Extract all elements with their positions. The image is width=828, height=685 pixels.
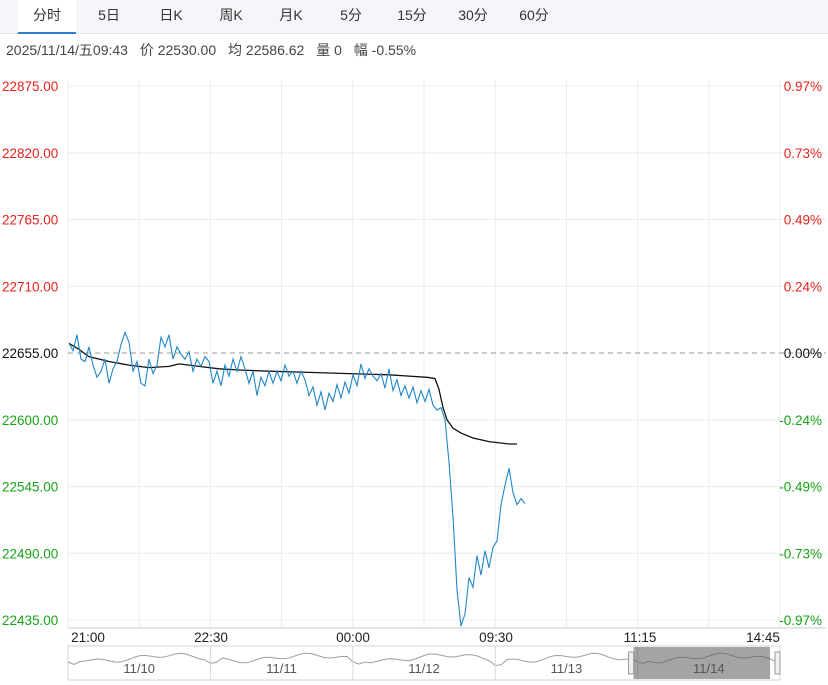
tab-intraday[interactable]: 分时	[18, 0, 76, 34]
x-tick-label: 21:00	[71, 630, 105, 645]
percent-tick-label: 0.00%	[784, 346, 822, 361]
y-tick-label: 22875.00	[2, 79, 58, 94]
navigator-date-label: 11/11	[266, 661, 297, 676]
y-tick-label: 22490.00	[2, 546, 58, 561]
y-tick-label: 22765.00	[2, 213, 58, 228]
y-tick-label: 22655.00	[2, 346, 58, 361]
period-tabs: 分时 5日 日K 周K 月K 5分 15分 30分 60分	[0, 0, 828, 34]
navigator-date-label: 11/12	[408, 661, 440, 676]
tab-monthly-k[interactable]: 月K	[279, 7, 303, 23]
tab-30min[interactable]: 30分	[458, 7, 488, 23]
percent-tick-label: 0.24%	[784, 279, 822, 294]
percent-tick-label: 0.97%	[784, 79, 822, 94]
navigator-date-label: 11/14	[693, 661, 725, 676]
info-change: 幅 -0.55%	[353, 42, 417, 58]
tab-15min[interactable]: 15分	[397, 7, 427, 23]
price-line	[68, 330, 526, 627]
navigator-handle-right[interactable]	[774, 651, 781, 675]
tab-weekly-k[interactable]: 周K	[219, 7, 243, 23]
tab-60min[interactable]: 60分	[519, 7, 549, 23]
navigator-date-label: 11/10	[123, 661, 155, 676]
y-tick-label: 22600.00	[2, 413, 58, 428]
y-tick-label: 22710.00	[2, 279, 58, 294]
info-volume: 量 0	[316, 42, 342, 58]
y-tick-label: 22435.00	[2, 613, 58, 628]
percent-tick-label: -0.24%	[779, 413, 822, 428]
y-axis-price-labels: 22875.00 22820.00 22765.00 22710.00 22655.00…	[2, 79, 58, 628]
tab-5min[interactable]: 5分	[340, 7, 362, 23]
navigator-handle-left[interactable]	[628, 651, 635, 675]
x-tick-label: 09:30	[479, 630, 513, 645]
x-tick-label: 11:15	[624, 630, 657, 645]
x-tick-label: 22:30	[194, 630, 228, 645]
tab-daily-k[interactable]: 日K	[159, 7, 183, 23]
percent-tick-label: 0.49%	[784, 213, 822, 228]
x-tick-label: 00:00	[336, 630, 370, 645]
x-tick-label: 14:45	[746, 630, 780, 645]
info-datetime: 2025/11/14/五09:43	[6, 42, 128, 58]
chart-grid	[67, 80, 826, 629]
percent-tick-label: 0.73%	[784, 146, 822, 161]
y-axis-percent-labels: 0.97% 0.73% 0.49% 0.24% 0.00% -0.24% -0.49% -0.…	[779, 79, 822, 628]
y-tick-label: 22545.00	[2, 480, 58, 495]
y-tick-label: 22820.00	[2, 146, 58, 161]
percent-tick-label: -0.73%	[779, 546, 822, 561]
average-price-line	[68, 342, 517, 445]
quote-info-bar: 2025/11/14/五09:43 价 22530.00 均 22586.62 …	[6, 40, 424, 60]
time-range-navigator: 11/10 11/11 11/12 11/13 11/14	[67, 645, 781, 681]
tab-5day[interactable]: 5日	[98, 7, 120, 23]
x-axis-time-labels: 21:00 22:30 00:00 09:30 11:15 14:45	[71, 630, 780, 645]
info-average: 均 22586.62	[228, 42, 305, 58]
navigator-selection	[633, 647, 770, 679]
navigator-date-label: 11/13	[551, 661, 583, 676]
percent-tick-label: -0.49%	[779, 480, 822, 495]
percent-tick-label: -0.97%	[779, 613, 822, 628]
info-price: 价 22530.00	[139, 42, 217, 58]
